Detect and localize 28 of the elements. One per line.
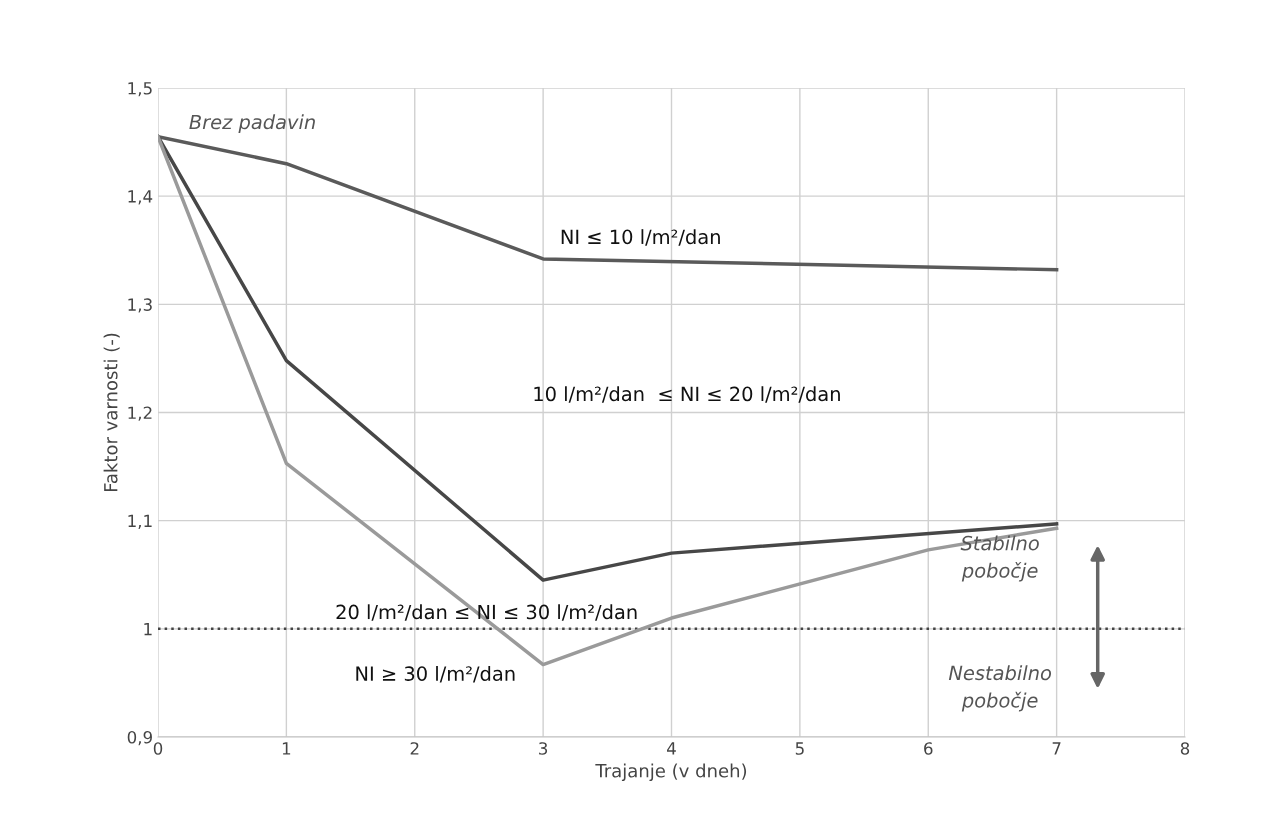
annotation: Nestabilno pobočje [948, 665, 1052, 712]
x-tick-label: 7 [1052, 742, 1061, 755]
y-tick-label: 1,5 [128, 82, 152, 97]
annotation: 10 l/m²/dan ≤ NI ≤ 20 l/m²/dan [534, 386, 840, 403]
y-tick-label: 1,3 [128, 298, 152, 313]
x-tick-label: 3 [539, 742, 548, 755]
x-tick-label: 4 [667, 742, 676, 755]
y-axis-title: Faktor varnosti (-) [103, 333, 120, 492]
line-series [158, 134, 1059, 582]
y-tick-label: 0,9 [127, 730, 152, 746]
x-tick-label: 6 [924, 742, 933, 755]
annotation: NI ≥ 30 l/m²/dan [356, 665, 515, 683]
annotation: NI ≤ 10 l/m²/dan [561, 229, 720, 246]
y-tick-label: 1,2 [128, 406, 152, 421]
line-series [158, 134, 1059, 667]
x-tick-label: 0 [153, 742, 163, 755]
annotation: Brez padavin [189, 114, 315, 134]
annotation: 20 l/m²/dan ≤ NI ≤ 30 l/m²/dan [336, 604, 637, 621]
y-tick-label: 1,1 [128, 514, 152, 529]
x-axis-title: Trajanje (v dneh) [595, 763, 747, 782]
x-tick-label: 8 [1180, 742, 1190, 755]
y-tick-label: 1,4 [128, 190, 153, 205]
annotation: Stabilno pobočje [960, 535, 1039, 582]
line-series [158, 134, 1059, 272]
x-tick-label: 2 [410, 742, 419, 755]
x-tick-label: 5 [795, 742, 804, 755]
y-tick-label: 1 [144, 623, 152, 636]
x-tick-label: 1 [282, 742, 291, 755]
